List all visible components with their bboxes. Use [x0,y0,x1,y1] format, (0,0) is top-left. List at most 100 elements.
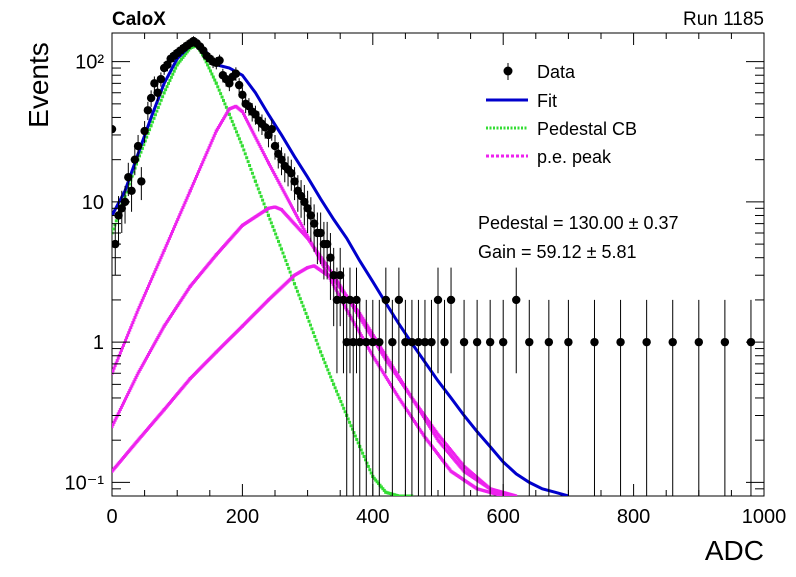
pe-peak-curve-1-point [116,356,120,360]
pe-peak-curve-1-point [350,317,354,321]
pe-peak-curve-1-point [167,237,171,241]
pe-peak-curve-2-point [180,297,184,301]
data-point [345,295,355,305]
pe-peak-curve-1-point [128,328,132,332]
pedestal-cb-curve-point [237,137,241,141]
pe-peak-curve-3-point [407,391,411,395]
pe-peak-curve-1-point [421,432,425,436]
pe-peak-curve-2-point [382,354,386,358]
pe-peak-curve-2-point [128,388,132,392]
pe-peak-curve-1-point [141,296,145,300]
pe-peak-curve-1-point [273,173,277,177]
pe-peak-curve-1-point [390,384,394,388]
pe-peak-curve-3-point [419,411,423,415]
pedestal-cb-curve-point [272,228,276,232]
pe-peak-curve-1-point [196,172,200,176]
pe-peak-curve-3-point [421,415,425,419]
pedestal-cb-curve-point [381,487,385,491]
pe-peak-curve-2-point [118,408,122,412]
pe-peak-curve-1-point [292,208,296,212]
legend-label: Data [537,62,576,82]
pe-peak-curve-1-point [220,120,224,124]
pe-peak-curve-2-point [379,349,383,353]
pe-peak-curve-3-point [434,435,438,439]
pe-peak-curve-3-point [398,377,402,381]
pe-peak-curve-2-point [161,326,165,330]
legend-item-pe-peak: p.e. peak [486,147,612,167]
data-point [231,69,241,78]
data-point [694,337,703,347]
pe-peak-curve-1-point [317,255,321,259]
data-point [306,211,316,220]
pe-peak-curve-2-point [124,397,128,401]
pedestal-cb-curve-point [124,190,128,194]
data-point [143,106,153,115]
pe-peak-curve-1-point [161,251,165,255]
pe-peak-curve-3-point [392,367,396,371]
pe-peak-curve-1-point [155,265,159,269]
data-point [137,177,146,186]
pe-peak-curve-1-point [278,182,282,186]
data-point [355,337,364,347]
pedestal-cb-curve-point [353,434,357,438]
data-point [133,141,143,151]
pedestal-cb-curve-point [236,133,240,137]
pedestal-cb-curve-point [293,282,297,286]
pe-peak-curve-1-point [173,225,177,229]
pe-peak-curve-1-point [289,204,293,208]
legend-label: Fit [537,91,557,111]
pe-peak-curve-3-point [360,315,364,319]
pe-peak-curve-1-point [279,184,283,188]
pe-peak-curve-2-point [140,364,144,368]
pe-peak-curve-3-point [413,401,417,405]
pedestal-cb-curve-point [336,393,340,397]
pedestal-annotation: Pedestal = 130.00 ± 0.37 [478,213,679,233]
pedestal-cb-curve-point [146,131,150,135]
pedestal-cb-curve-point [335,389,339,393]
pedestal-cb-curve-point [230,119,234,123]
pedestal-cb-curve-point [148,128,152,132]
pe-peak-curve-1-point [126,333,130,337]
data-point [130,155,140,164]
pedestal-cb-curve-point [255,183,259,187]
pedestal-cb-curve-point [323,361,327,365]
pe-peak-curve-1-point [129,326,133,330]
pedestal-cb-curve-point [207,66,211,70]
pe-peak-curve-1-point [323,267,327,271]
data-point [472,337,482,347]
pedestal-cb-curve-point [158,102,162,106]
pe-peak-curve-1-point [221,118,225,122]
pe-peak-curve-2-point [168,315,172,319]
pedestal-cb-curve-point [327,371,331,375]
pe-peak-curve-2-point [133,378,137,382]
pe-peak-curve-3-point [397,376,401,380]
pedestal-cb-curve-point [316,342,320,346]
pedestal-cb-curve-point [284,259,288,263]
pe-peak-curve-1-point [407,412,411,416]
pe-peak-curve-1-point [259,146,263,150]
data-point [485,337,495,347]
pe-peak-curve-1-point [205,151,209,155]
pe-peak-curve-2-point [356,312,360,316]
pe-peak-curve-1-point [165,241,169,245]
pedestal-cb-curve-point [164,88,168,92]
pedestal-cb-curve-point [379,485,383,489]
pe-peak-curve-1-point [277,180,281,184]
pe-peak-curve-1-point [366,345,370,349]
pe-peak-curve-3-point [431,430,435,434]
pe-peak-curve-1-point [346,310,350,314]
pedestal-cb-curve-point [135,162,139,166]
pe-peak-curve-1-point [143,291,147,295]
pe-peak-curve-1-point [290,206,294,210]
pe-peak-curve-2-point [377,346,381,350]
data-point [512,295,521,305]
pedestal-cb-curve-point [216,85,220,89]
data-point [261,123,270,132]
data-point [124,172,133,182]
pedestal-cb-curve-point [287,266,291,270]
pedestal-cb-curve-point [339,399,343,403]
pedestal-cb-curve-point [278,243,282,247]
pedestal-cb-curve-point [151,120,155,124]
pe-peak-curve-1-point [181,206,185,210]
pe-peak-curve-1-point [384,376,388,380]
